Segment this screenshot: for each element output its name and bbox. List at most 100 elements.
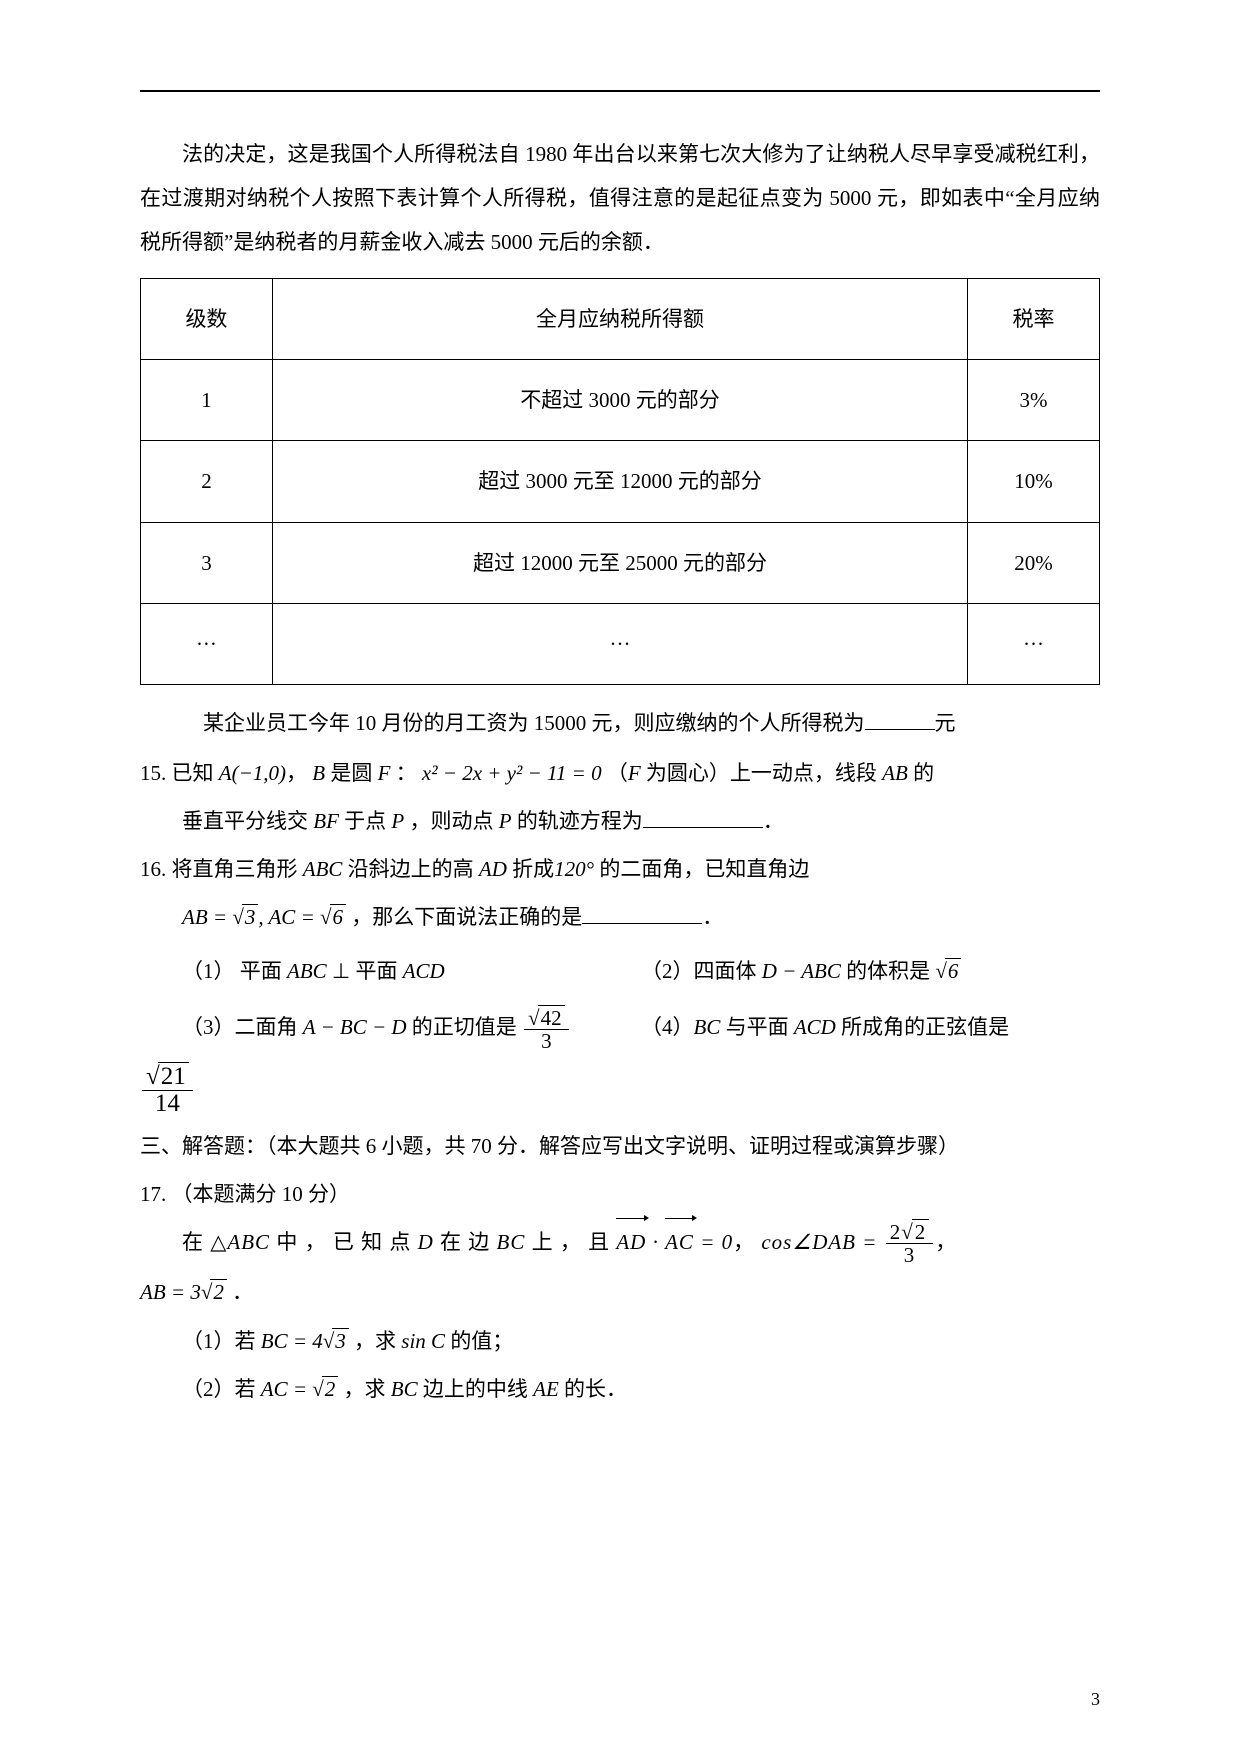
circle-eq: x² − 2x + y² − 11 = 0 (422, 761, 602, 785)
th-level: 级数 (141, 279, 273, 360)
ad: AD (479, 857, 507, 881)
period: ． (702, 905, 723, 929)
cell: 1 (141, 360, 273, 441)
q15-line1: 15. 已知 A(−1,0)， B 是圆 F ： x² − 2x + y² − … (140, 751, 1100, 795)
opt4-label: （4） (641, 1015, 694, 1039)
abc: ABC (287, 959, 327, 983)
cell: 3 (141, 522, 273, 603)
text: 与平面 (720, 1015, 794, 1039)
q16-opt2: （2）四面体 D − ABC 的体积是 √6 (641, 949, 1100, 993)
label-f2: F (628, 761, 641, 785)
text: 垂直平分线交 (182, 809, 313, 833)
text: ， (286, 761, 307, 785)
text: ，求 (338, 1377, 391, 1401)
bc: BC (694, 1015, 721, 1039)
section3-title: 三、解答题：（本大题共 6 小题，共 70 分．解答应写出文字说明、证明过程或演… (140, 1124, 1100, 1168)
period: ． (227, 1280, 253, 1304)
text: 四面体 (694, 959, 762, 983)
cell: 不超过 3000 元的部分 (272, 360, 967, 441)
label-p2: P (499, 809, 512, 833)
top-rule (140, 90, 1100, 92)
th-income: 全月应纳税所得额 (272, 279, 967, 360)
q16-opt3: （3）二面角 A − BC − D 的正切值是 √42 3 (182, 1005, 641, 1052)
text: 的轨迹方程为 (512, 809, 643, 833)
sqrt-icon: √3 (232, 895, 258, 939)
ab-eq: AB = (182, 905, 232, 929)
tax-table: 级数 全月应纳税所得额 税率 1 不超过 3000 元的部分 3% 2 超过 3… (140, 278, 1100, 684)
rad42: 42 (538, 1005, 565, 1030)
label-p: P (391, 809, 404, 833)
dabc: D − ABC (762, 959, 841, 983)
ac-eq2: AC = (261, 1377, 313, 1401)
exam-page: 法的决定，这是我国个人所得税法自 1980 年出台以来第七次大修为了让纳税人尽早… (0, 0, 1240, 1753)
text: 中 ， 已 知 点 (270, 1230, 418, 1254)
q16-line1: 16. 将直角三角形 ABC 沿斜边上的高 AD 折成120° 的二面角，已知直… (140, 847, 1100, 891)
intro-paragraph: 法的决定，这是我国个人所得税法自 1980 年出台以来第七次大修为了让纳税人尽早… (140, 132, 1100, 264)
table-row: ··· ··· ··· (141, 603, 1100, 684)
q15-line2: 垂直平分线交 BF 于点 P ，则动点 P 的轨迹方程为． (140, 799, 1100, 843)
text: 的值； (445, 1329, 513, 1353)
bc3: BC (391, 1377, 418, 1401)
text: 平面 (235, 959, 288, 983)
q17-line1: 在 △ABC 中 ， 已 知 点 D 在 边 BC 上 ， 且 AD · AC … (140, 1220, 1100, 1267)
text: 的体积是 (841, 959, 936, 983)
text: 将直角三角形 (172, 857, 303, 881)
cell: 10% (968, 441, 1100, 522)
den3: 3 (524, 1030, 569, 1052)
point-a: A(−1,0) (219, 761, 286, 785)
cell: 超过 3000 元至 12000 元的部分 (272, 441, 967, 522)
den3b: 3 (886, 1244, 934, 1266)
cell: 超过 12000 元至 25000 元的部分 (272, 522, 967, 603)
sep2: ， (935, 1230, 957, 1254)
text: 在 (182, 1230, 210, 1254)
text: 已知 (172, 761, 214, 785)
q17-line2: AB = 3√2 ． (140, 1270, 1100, 1314)
blank (582, 900, 702, 924)
acd2: ACD (794, 1015, 836, 1039)
abcd: A − BC − D (303, 1015, 407, 1039)
frac-2sqrt2-3: 2√2 3 (886, 1221, 934, 1266)
th-rate: 税率 (968, 279, 1100, 360)
table-row: 2 超过 3000 元至 12000 元的部分 10% (141, 441, 1100, 522)
text: 沿斜边上的高 (342, 857, 479, 881)
page-number: 3 (1091, 1681, 1100, 1719)
text: 若 (235, 1377, 261, 1401)
cell: 2 (141, 441, 273, 522)
sqrt-icon: √2 (312, 1367, 338, 1411)
text: ，则动点 (404, 809, 499, 833)
text: 的正切值是 (407, 1015, 523, 1039)
vector-ad: AD (616, 1220, 646, 1264)
cell: 20% (968, 522, 1100, 603)
sinc: sin C (401, 1329, 445, 1353)
triangle-icon: △ (210, 1230, 227, 1254)
vector-ac: AC (665, 1220, 694, 1264)
d: D (418, 1230, 434, 1254)
sqrt-icon: √42 (528, 1007, 565, 1029)
q16-options-row1: （1） 平面 ABC ⊥ 平面 ACD （2）四面体 D − ABC 的体积是 … (140, 943, 1100, 999)
table-row: 1 不超过 3000 元的部分 3% (141, 360, 1100, 441)
q14-text: 某企业员工今年 10 月份的月工资为 15000 元，则应缴纳的个人所得税为 (203, 711, 865, 735)
label-bf: BF (313, 809, 339, 833)
opt1-label: （1） (182, 959, 235, 983)
q17-points: （本题满分 10 分） (172, 1182, 351, 1206)
den14: 14 (142, 1091, 193, 1117)
table-row: 3 超过 12000 元至 25000 元的部分 20% (141, 522, 1100, 603)
opt2-label: （2） (641, 959, 694, 983)
sqrt-icon: √3 (323, 1319, 349, 1363)
q17-header: 17. （本题满分 10 分） (140, 1172, 1100, 1216)
q16-opt4: （4）BC 与平面 ACD 所成角的正弦值是 (641, 1005, 1100, 1052)
rad3b: 3 (332, 1328, 349, 1353)
q15-number: 15. (140, 751, 166, 795)
text: 边上的中线 (418, 1377, 534, 1401)
sqrt-icon: √2 (201, 1270, 227, 1314)
text: 上 ， 且 (525, 1230, 616, 1254)
sub2-label: （2） (182, 1377, 235, 1401)
cos: cos∠ (761, 1230, 812, 1254)
bc4: BC = 4 (261, 1329, 323, 1353)
q17-sub1: （1）若 BC = 4√3 ，求 sin C 的值； (140, 1319, 1100, 1363)
rad2b: 2 (210, 1279, 227, 1304)
rad2c: 2 (322, 1376, 339, 1401)
ae: AE (533, 1377, 559, 1401)
q17-number: 17. (140, 1172, 166, 1216)
q16-opt1: （1） 平面 ABC ⊥ 平面 ACD (182, 949, 641, 993)
